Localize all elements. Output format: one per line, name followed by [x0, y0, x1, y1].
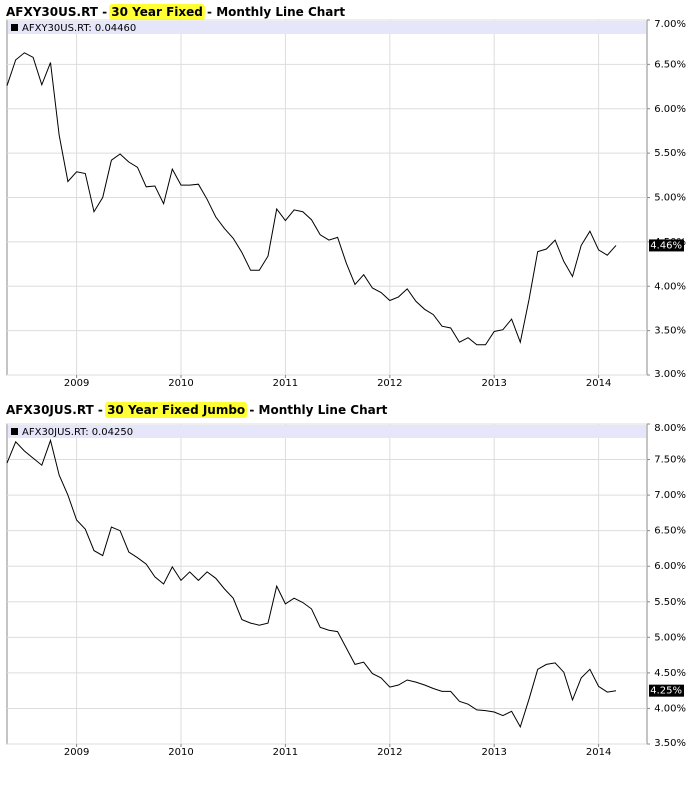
title-prefix: AFXY30US.RT - [6, 5, 111, 19]
legend-swatch [11, 24, 18, 31]
title-suffix: - Monthly Line Chart [245, 403, 387, 417]
y-tick-label: 7.50% [654, 455, 686, 466]
y-tick-label: 8.00% [654, 423, 686, 434]
x-tick-label: 2013 [481, 378, 506, 389]
last-value-label: 4.25% [650, 686, 682, 697]
legend-entry: AFX30JUS.RT: 0.04250 [22, 427, 133, 438]
title-suffix: - Monthly Line Chart [203, 5, 345, 19]
chart-title: AFX30JUS.RT - 30 Year Fixed Jumbo - Mont… [6, 403, 388, 417]
chart-title: AFXY30US.RT - 30 Year Fixed - Monthly Li… [6, 5, 345, 19]
y-tick-label: 5.00% [654, 632, 686, 643]
x-tick-label: 2011 [273, 378, 298, 389]
x-tick-label: 2009 [64, 747, 89, 758]
legend-swatch [11, 428, 18, 435]
x-tick-label: 2014 [586, 378, 611, 389]
last-value-label: 4.46% [650, 240, 682, 251]
x-tick-label: 2012 [377, 747, 402, 758]
plot-area [6, 423, 648, 745]
y-tick-label: 7.00% [654, 19, 686, 30]
legend-band [8, 425, 646, 438]
legend-band [8, 21, 646, 34]
y-tick-label: 6.50% [654, 59, 686, 70]
x-tick-label: 2010 [168, 378, 193, 389]
x-tick-label: 2010 [168, 747, 193, 758]
x-tick-label: 2014 [586, 747, 611, 758]
series-line [6, 438, 617, 729]
legend-entry: AFXY30US.RT: 0.04460 [22, 23, 136, 34]
last-value-box [649, 684, 684, 697]
y-tick-label: 4.00% [654, 703, 686, 714]
y-tick-label: 3.50% [654, 738, 686, 749]
x-tick-label: 2011 [273, 747, 298, 758]
title-prefix: AFX30JUS.RT - [6, 403, 107, 417]
x-tick-label: 2013 [481, 747, 506, 758]
y-tick-label: 4.50% [654, 668, 686, 679]
title-highlight: 30 Year Fixed [111, 5, 203, 19]
title-highlight [105, 402, 248, 418]
y-tick-label: 7.00% [654, 490, 686, 501]
y-tick-label: 3.00% [654, 369, 686, 380]
title-highlight: 30 Year Fixed Jumbo [107, 403, 245, 417]
y-tick-label: 5.50% [654, 148, 686, 159]
x-tick-label: 2012 [377, 378, 402, 389]
x-tick-label: 2009 [64, 378, 89, 389]
y-tick-label: 5.50% [654, 597, 686, 608]
y-tick-label: 6.00% [654, 561, 686, 572]
y-tick-label: 3.50% [654, 326, 686, 337]
y-tick-label: 5.00% [654, 193, 686, 204]
series-line [6, 52, 617, 346]
y-tick-label: 6.00% [654, 104, 686, 115]
title-highlight [109, 4, 205, 20]
y-tick-label: 4.00% [654, 281, 686, 292]
y-tick-label: 6.50% [654, 526, 686, 537]
last-value-box [649, 239, 684, 252]
